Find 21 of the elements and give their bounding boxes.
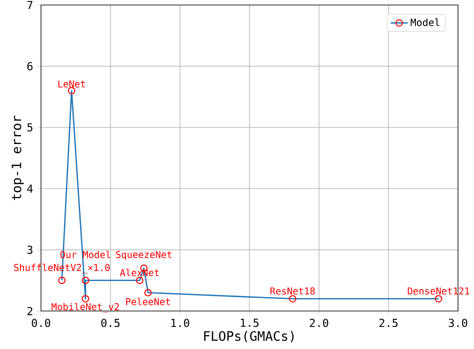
y-tick-label: 7 [27, 1, 32, 9]
annotation: MobileNet_v2 [52, 302, 119, 312]
annotation: PeleeNet [126, 298, 170, 306]
y-tick-label: 2 [27, 306, 32, 316]
annotation: ResNet18 [270, 287, 315, 295]
x-tick-label: 0.5 [101, 318, 120, 328]
x-tick-label: 1.5 [240, 318, 259, 327]
annotation: LeNet [58, 80, 85, 88]
y-tick-label: 3 [27, 246, 32, 254]
y-tick-label: 6 [27, 62, 33, 70]
y-tick-label: 5 [27, 123, 32, 132]
x-tick-label: 0.0 [32, 318, 50, 328]
x-axis-title: FLOPs(GMACs) [204, 330, 294, 342]
y-axis-title: top-1 error [12, 116, 24, 200]
y-tick-label: 4 [27, 184, 33, 193]
x-tick-label: 1.0 [171, 318, 190, 328]
x-tick-label: 2.5 [379, 318, 398, 328]
x-tick-label: 2.0 [310, 318, 328, 328]
x-tick-label: 3.0 [448, 318, 468, 328]
annotation: SqueezeNet [116, 250, 172, 260]
legend-label: Model [410, 18, 440, 26]
